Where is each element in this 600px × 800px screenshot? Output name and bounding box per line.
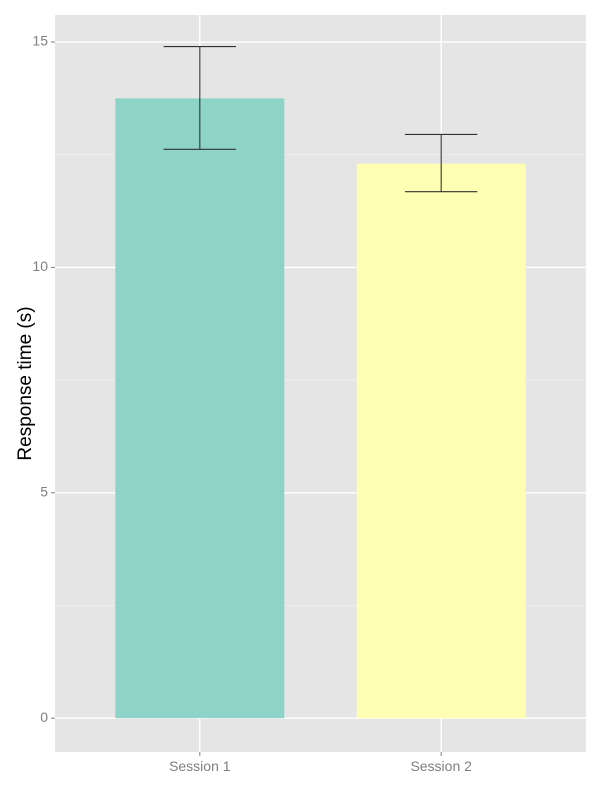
x-axis: Session 1 Session 2 (169, 752, 472, 774)
bar-2 (356, 163, 526, 719)
bar-1 (115, 98, 285, 719)
y-axis-title: Response time (s) (15, 306, 36, 460)
y-tick-label: 0 (40, 709, 48, 725)
x-tick-label: Session 2 (410, 758, 472, 774)
error-bar-1 (163, 46, 237, 150)
x-tick-label: Session 1 (169, 758, 231, 774)
y-axis: 0 5 10 15 (32, 33, 55, 725)
error-bars (163, 46, 478, 193)
y-tick-label: 15 (32, 33, 48, 49)
bars (115, 98, 526, 719)
y-tick-label: 10 (32, 258, 48, 274)
error-bar-2 (404, 133, 478, 193)
y-tick-label: 5 (40, 484, 48, 500)
